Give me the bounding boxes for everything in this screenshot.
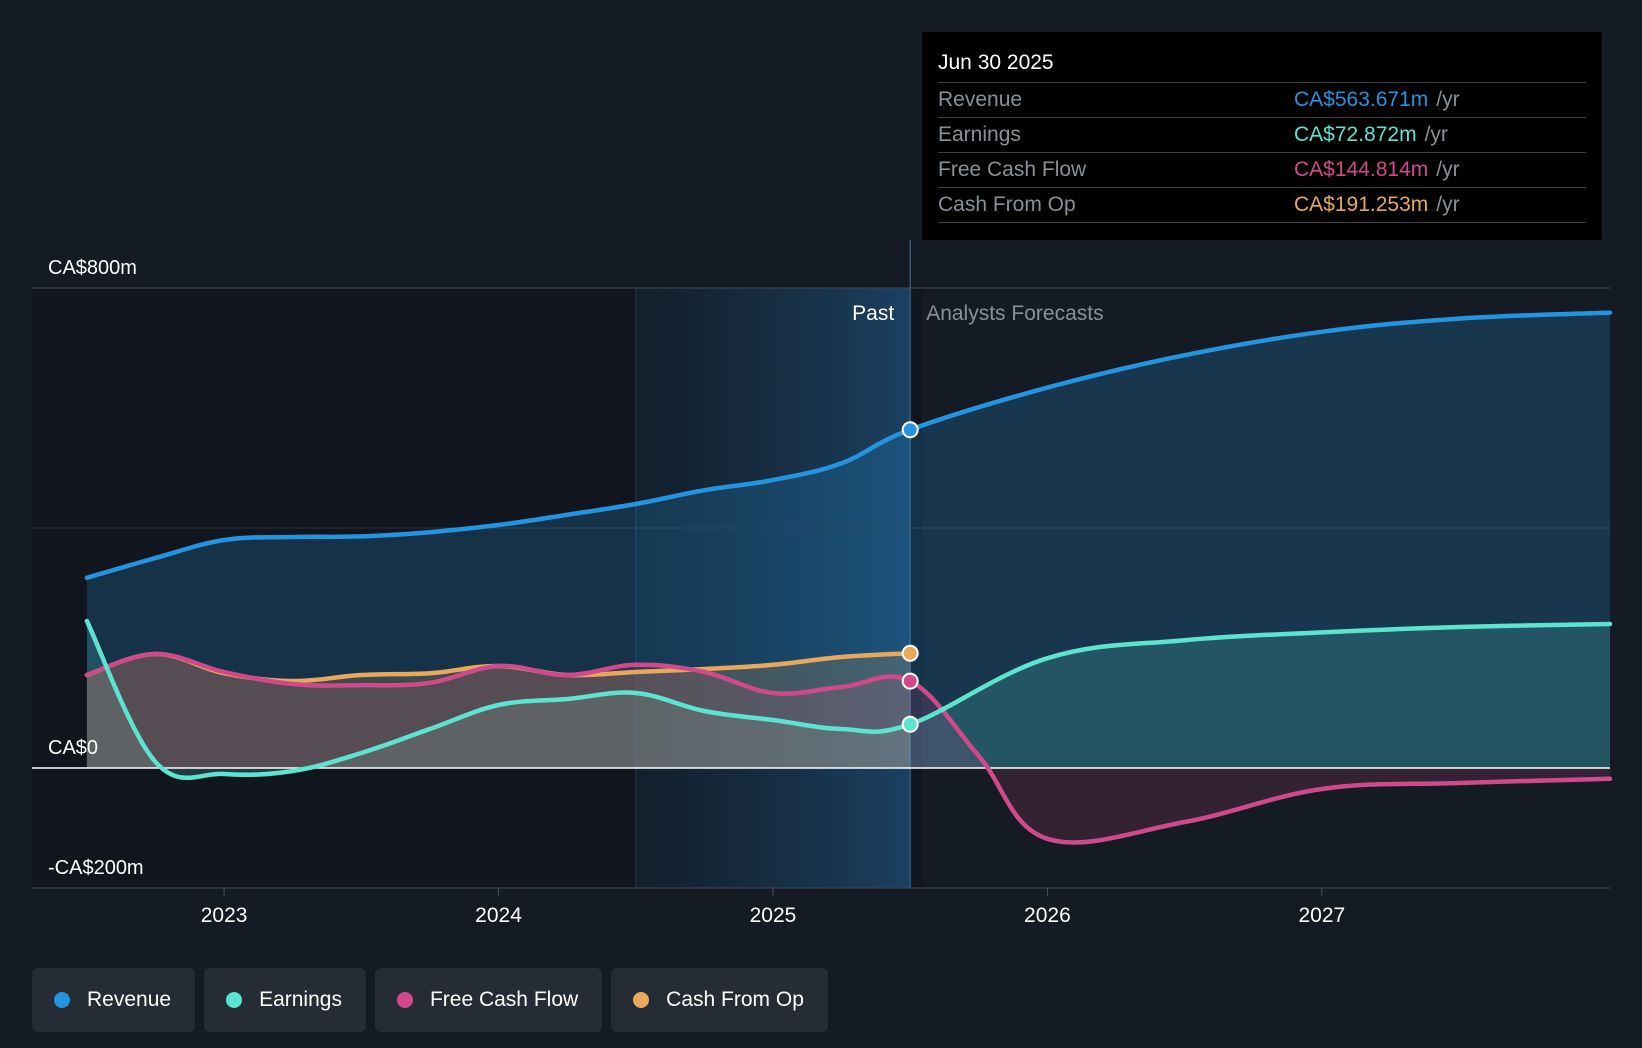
series-markers	[901, 421, 919, 733]
grid	[32, 240, 1610, 889]
legend-label: Earnings	[259, 988, 342, 1011]
series-lines	[32, 310, 1613, 845]
y-tick-label: CA$0	[48, 737, 98, 759]
legend-label: Cash From Op	[666, 988, 804, 1011]
area-free-cash-flow	[86, 653, 1610, 843]
tooltip-date: Jun 30 2025	[938, 46, 1586, 83]
x-tick-label: 2027	[1298, 904, 1345, 927]
legend-dot-icon	[226, 992, 243, 1008]
tooltip-value: CA$72.872m	[1294, 123, 1417, 146]
line-free-cash-flow	[84, 651, 1613, 845]
area-earnings	[86, 621, 1610, 778]
past-label: Past	[852, 302, 894, 325]
series-areas	[86, 312, 1610, 843]
legend-dot-icon	[54, 992, 70, 1008]
tooltip-label: Free Cash Flow	[938, 158, 1087, 181]
marker-cash-from-op	[901, 644, 919, 662]
legend: Revenue Earnings Free Cash Flow Cash Fro…	[32, 968, 828, 1032]
tooltip-label: Earnings	[938, 123, 1021, 146]
tooltip-row-earnings: Earnings CA$72.872m /yr	[938, 118, 1586, 153]
x-tick-label: 2024	[475, 904, 522, 927]
tooltip-value: CA$563.671m	[1294, 88, 1429, 111]
tooltip-row-revenue: Revenue CA$563.671m /yr	[938, 83, 1586, 118]
line-earnings	[84, 618, 1613, 780]
x-tick-label: 2025	[750, 904, 797, 927]
tooltip-value: CA$191.253m	[1294, 193, 1429, 216]
legend-item-cash-from-op[interactable]: Cash From Op	[611, 968, 828, 1032]
legend-dot-icon	[633, 992, 650, 1008]
tooltip-label: Cash From Op	[938, 193, 1076, 216]
x-tick-label: 2026	[1024, 904, 1071, 927]
forecast-label: Analysts Forecasts	[926, 302, 1103, 325]
tooltip-row-cash-from-op: Cash From Op CA$191.253m /yr	[938, 188, 1586, 223]
legend-label: Free Cash Flow	[429, 988, 579, 1011]
tooltip-label: Revenue	[938, 88, 1023, 111]
legend-dot-icon	[396, 992, 413, 1008]
highlight-region	[635, 288, 911, 888]
tooltip-unit: /yr	[1424, 123, 1448, 146]
legend-item-free-cash-flow[interactable]: Free Cash Flow	[374, 968, 603, 1032]
legend-label: Revenue	[87, 988, 172, 1011]
marker-earnings	[901, 715, 919, 733]
tooltip-unit: /yr	[1436, 88, 1460, 111]
tooltip-value: CA$144.814m	[1294, 158, 1429, 181]
y-tick-label: -CA$200m	[48, 857, 144, 879]
tooltip-row-free-cash-flow: Free Cash Flow CA$144.814m /yr	[938, 153, 1586, 188]
line-revenue	[84, 310, 1613, 581]
area-revenue	[86, 312, 1610, 768]
axis-labels: CA$800m CA$0 -CA$200m 2023 2024 2025 2026 2027 P…	[48, 257, 1345, 927]
marker-free-cash-flow	[901, 672, 919, 690]
x-tick-label: 2023	[201, 904, 248, 927]
y-tick-label: CA$800m	[48, 257, 137, 279]
legend-item-earnings[interactable]: Earnings	[204, 968, 366, 1032]
marker-revenue	[901, 421, 919, 439]
tooltip-unit: /yr	[1436, 193, 1460, 216]
tooltip: Jun 30 2025 Revenue CA$563.671m /yr Earn…	[922, 32, 1602, 240]
legend-item-revenue[interactable]: Revenue	[32, 968, 196, 1032]
tooltip-unit: /yr	[1436, 158, 1460, 181]
